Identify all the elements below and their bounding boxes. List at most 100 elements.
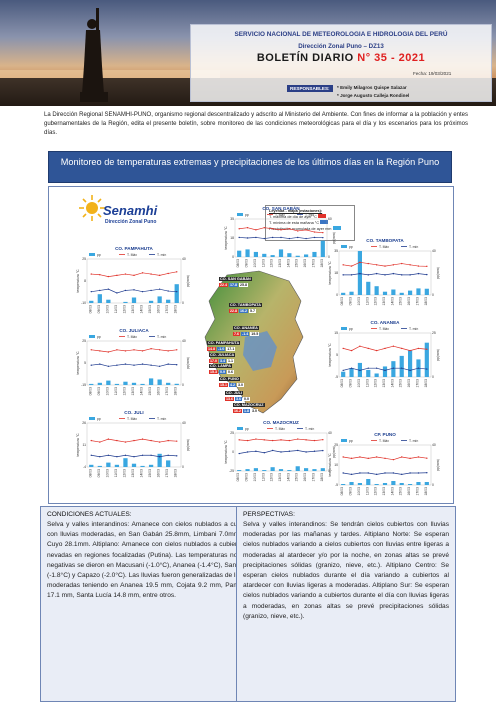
x-tick-label: 11/03 (365, 487, 369, 495)
pp-bar (349, 291, 354, 295)
y-axis-label: temperatura °C (224, 440, 228, 464)
x-tick-label: 15/03 (148, 469, 152, 478)
map-tmax-value: 15.3 (209, 370, 218, 374)
tmax-line-point (322, 438, 324, 441)
pp-bar (287, 470, 292, 471)
chart-plot-area (86, 258, 182, 304)
perspectivas-text: Selva y valles interandinos: Se tendrán … (243, 521, 449, 620)
tmin-line-point (367, 367, 369, 369)
x-tick-label: 15/03 (148, 305, 152, 314)
y-tick-label: 26 (82, 421, 86, 425)
pp-bar (97, 465, 102, 467)
x-tick-label: 15/03 (148, 387, 152, 396)
x-tick-label: 12/03 (122, 387, 126, 396)
tmin-line-point (409, 369, 411, 372)
pp-bar (131, 463, 137, 467)
pp-bar (320, 468, 325, 471)
pp-bar (106, 462, 111, 467)
tmin-line-point (167, 454, 169, 456)
chart-title: CO. JULIACA (119, 328, 149, 333)
x-tick-label: 14/03 (390, 297, 394, 306)
map-station-values: 7.6 -1.4 19.5 (233, 332, 260, 336)
chart-plot-area (86, 422, 182, 468)
pp-bar (366, 369, 371, 377)
x-tick-label: 17/03 (165, 387, 169, 396)
x-tick-label: 16/03 (407, 487, 411, 496)
station-chart: CP. PUNO pp T. Máx T. mín -5 10 25 0 40 temperatu… (328, 432, 440, 496)
pp-bar (374, 484, 379, 485)
tmin-line-point (150, 364, 152, 366)
x-tick-label: 09/03 (349, 487, 353, 496)
tmax-line-point (384, 457, 386, 460)
x-tick-label: 14/03 (140, 305, 144, 314)
monitoring-panel: Senamhi Dirección Zonal Puno Leyenda - m… (48, 186, 454, 504)
tmax-line-point (246, 439, 249, 442)
map-tmin-value: 1.8 (243, 409, 250, 413)
tmin-line-point (107, 454, 110, 456)
x-tick-label: 11/03 (114, 469, 118, 477)
x-tick-label: 15/03 (295, 473, 299, 482)
chart-title: CO. PAMPAHUTA (115, 246, 153, 251)
pp-bar (278, 469, 284, 471)
tmin-line-point (305, 451, 307, 453)
x-tick-label: 11/03 (114, 305, 118, 313)
x-tick-label: 18/03 (424, 379, 428, 388)
x-tick-label: 12/03 (270, 473, 274, 482)
tmin-line-point (392, 472, 395, 474)
chart-legend-label: T. Máx (379, 327, 389, 331)
tmin-line-point (322, 449, 324, 452)
chart-legend-swatch (237, 427, 243, 430)
chart-plot-area (338, 332, 432, 378)
tmax-line-point (426, 265, 428, 268)
chart-legend-swatch (237, 213, 243, 216)
tmin-line-point (99, 456, 101, 458)
y-tick-label: 5 (84, 361, 86, 365)
tmax-line-point (417, 456, 420, 458)
legend-item-pp: Precipitación acumulada de ayer mm (269, 226, 351, 232)
tmax-line-point (246, 226, 249, 229)
map-station-values: 13.6 3.6 0.0 (225, 397, 250, 401)
x-tick-label: 18/03 (424, 297, 428, 306)
intro-paragraph: La Dirección Regional SENAMHI-PUNO, orga… (44, 112, 468, 137)
pp-bar (245, 249, 250, 257)
pp-bar (304, 468, 309, 471)
map-tmax-value: 14.8 (207, 347, 216, 351)
pp-bar (131, 297, 137, 303)
tmin-line-point (288, 450, 291, 452)
y-tick-label: -10 (81, 301, 86, 305)
tmin-line-point (167, 290, 169, 292)
tmax-line-point (401, 262, 403, 265)
y2-tick-label: 40 (432, 443, 436, 447)
tmax-line-point (99, 274, 101, 276)
tmin-line-point (384, 369, 386, 372)
x-tick-label: 17/03 (415, 379, 419, 388)
chart-title: CO. ANANEA (371, 320, 401, 325)
condiciones-panel: CONDICIONES ACTUALES: Selva y valles int… (40, 506, 266, 702)
tmin-line-point (90, 454, 92, 456)
map-station-name: CO. ANANEA (233, 326, 259, 330)
tmin-line-point (401, 367, 403, 369)
x-tick-label: 08/03 (340, 297, 344, 306)
pp-bar (114, 383, 120, 385)
map-pp-value: 17.1 (226, 347, 236, 351)
map-tmin-value: 3.4 (219, 359, 226, 363)
pp-bar (416, 482, 421, 485)
tmin-line (91, 363, 177, 367)
y-axis-label: temperatura °C (328, 453, 332, 477)
pp-bar (148, 300, 154, 303)
y2-tick-label: 0 (432, 293, 434, 297)
y-axis-label: temperatura °C (224, 226, 228, 250)
tmin-line-point (124, 289, 127, 292)
y-tick-label: 0 (232, 255, 234, 259)
tmin-line-point (375, 473, 378, 476)
tmax-line-point (238, 228, 240, 230)
pp-bar (123, 458, 128, 467)
tmin-line-point (417, 472, 420, 474)
tmin-line-point (176, 455, 178, 457)
chart-title: CO. MAZOCRUZ (263, 420, 299, 425)
map-tmax-value: 17.0 (209, 359, 218, 363)
pp-bar (123, 301, 128, 303)
tmax-line-point (107, 438, 110, 440)
tmax-line-point (99, 350, 101, 352)
map-tmax-value: 22.8 (229, 309, 238, 313)
